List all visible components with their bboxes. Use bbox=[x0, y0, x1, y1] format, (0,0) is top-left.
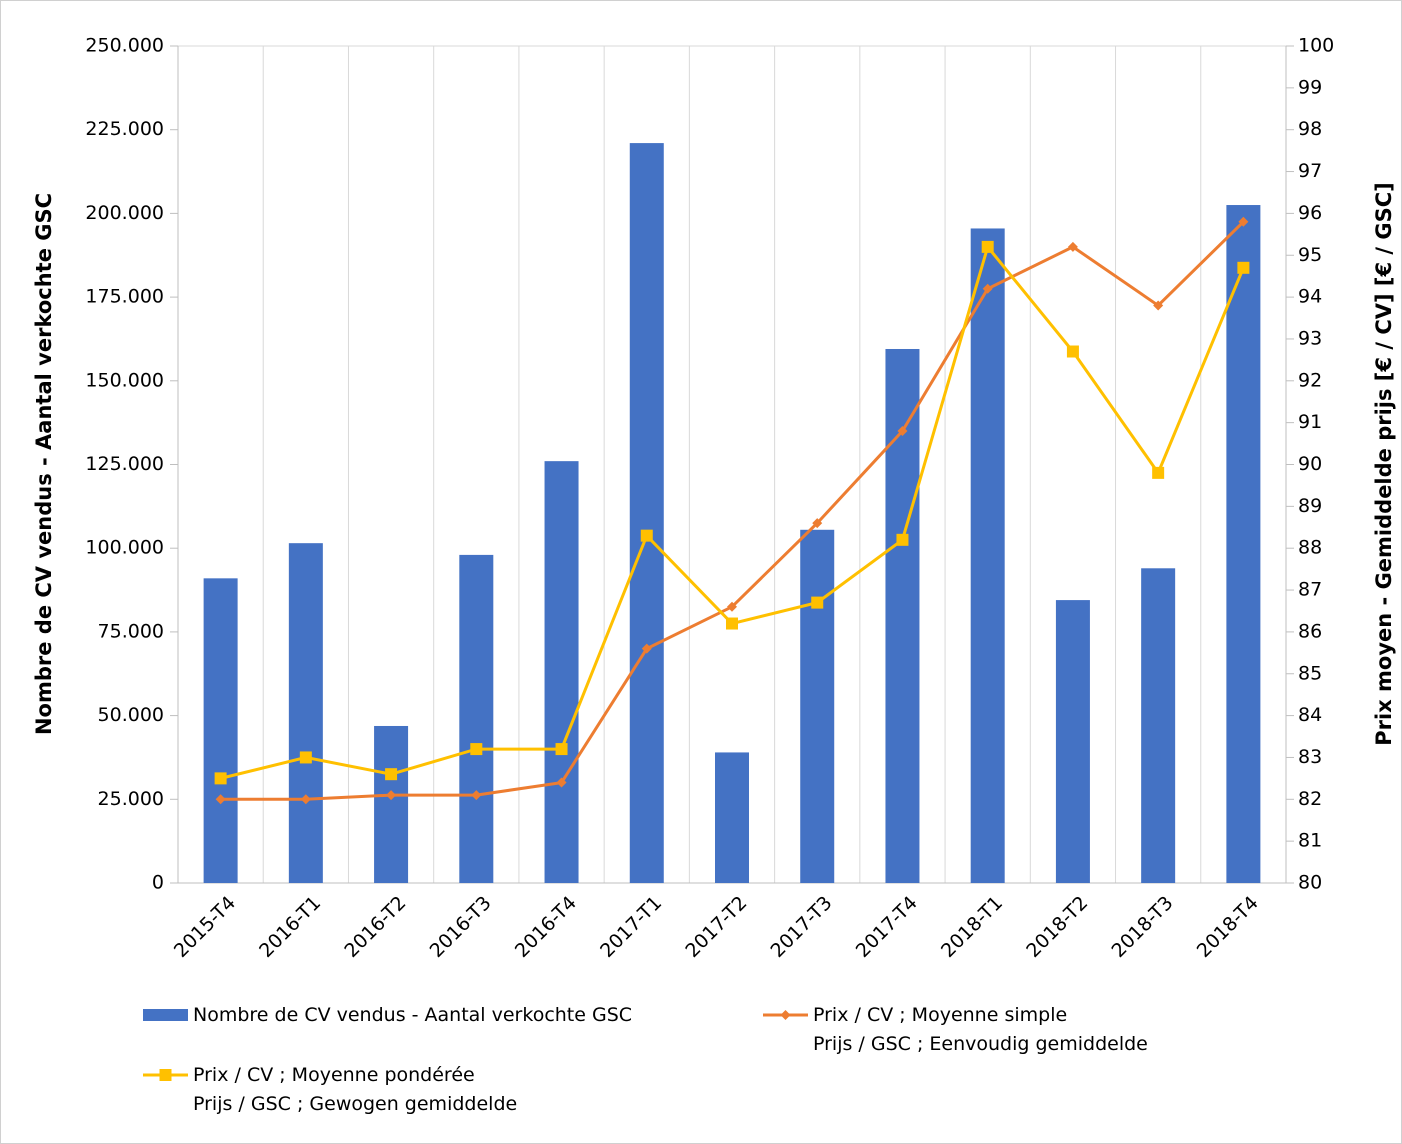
bar bbox=[459, 554, 494, 883]
marker bbox=[982, 283, 993, 294]
x-tick-label: 2016-T3 bbox=[426, 892, 496, 962]
y2-tick-label: 86 bbox=[1298, 620, 1322, 642]
y-tick-label: 175.000 bbox=[85, 286, 164, 308]
x-tick-label: 2016-T1 bbox=[255, 892, 325, 962]
marker bbox=[299, 751, 312, 764]
y-tick-label: 225.000 bbox=[85, 118, 164, 140]
bar bbox=[1141, 568, 1176, 883]
bar bbox=[1226, 205, 1261, 883]
marker bbox=[470, 743, 483, 756]
legend-label: Prix / CV ; Moyenne simple Prijs / GSC ;… bbox=[813, 1004, 1148, 1055]
y-tick-label: 50.000 bbox=[98, 704, 164, 726]
bar bbox=[203, 578, 238, 883]
line bbox=[220, 243, 1245, 780]
legend-label: Prix / CV ; Moyenne pondérée Prijs / GSC… bbox=[193, 1064, 518, 1115]
line bbox=[220, 220, 1245, 801]
y-tick-label: 125.000 bbox=[85, 453, 164, 475]
y-tick-label: 250.000 bbox=[85, 35, 164, 57]
y2-tick-label: 94 bbox=[1298, 286, 1322, 308]
marker bbox=[981, 240, 994, 253]
marker bbox=[726, 617, 738, 630]
marker bbox=[1066, 345, 1079, 358]
y2-tick-label: 92 bbox=[1298, 369, 1322, 391]
x-tick-label: 2018-T4 bbox=[1193, 892, 1263, 962]
x-tick-label: 2018-T3 bbox=[1107, 892, 1177, 962]
legend-marker bbox=[780, 1010, 791, 1020]
y2-tick-label: 85 bbox=[1298, 662, 1322, 684]
marker bbox=[641, 643, 652, 654]
y2-tick-label: 91 bbox=[1298, 411, 1322, 433]
marker bbox=[897, 426, 908, 437]
marker bbox=[386, 790, 397, 801]
y2-tick-label: 95 bbox=[1298, 244, 1322, 266]
legend-swatch bbox=[143, 1009, 188, 1021]
marker bbox=[811, 596, 824, 609]
y2-tick-label: 93 bbox=[1298, 327, 1322, 349]
x-tick-label: 2016-T2 bbox=[340, 892, 410, 962]
y2-tick-label: 96 bbox=[1298, 202, 1322, 224]
x-tick-label: 2015-T4 bbox=[170, 892, 240, 962]
marker bbox=[812, 518, 823, 529]
bar bbox=[288, 543, 323, 883]
y2-tick-label: 81 bbox=[1298, 830, 1322, 852]
marker bbox=[215, 794, 226, 805]
y2-tick-label: 90 bbox=[1298, 453, 1322, 475]
y-tick-label: 25.000 bbox=[98, 788, 164, 810]
marker bbox=[300, 794, 311, 805]
bar bbox=[885, 348, 920, 883]
x-tick-label: 2017-T3 bbox=[767, 892, 837, 962]
bar bbox=[1055, 600, 1090, 883]
legend-label: Nombre de CV vendus - Aantal verkochte G… bbox=[193, 1004, 633, 1026]
bar bbox=[374, 725, 409, 883]
y-tick-label: 100.000 bbox=[85, 537, 164, 559]
marker bbox=[1238, 216, 1249, 227]
y2-tick-label: 97 bbox=[1298, 160, 1322, 182]
y2-tick-label: 82 bbox=[1298, 788, 1322, 810]
x-tick-label: 2017-T2 bbox=[681, 892, 751, 962]
x-tick-label: 2017-T4 bbox=[852, 892, 922, 962]
y2-axis-title: Prix moyen - Gemiddelde prijs [€ / CV] [… bbox=[1372, 182, 1396, 746]
y-tick-label: 200.000 bbox=[85, 202, 164, 224]
y2-tick-label: 80 bbox=[1298, 872, 1322, 894]
y2-tick-label: 100 bbox=[1298, 35, 1334, 57]
y-tick-label: 150.000 bbox=[85, 369, 164, 391]
x-tick-label: 2018-T1 bbox=[937, 892, 1007, 962]
x-tick-label: 2016-T4 bbox=[511, 892, 581, 962]
y2-tick-label: 84 bbox=[1298, 704, 1322, 726]
x-tick-label: 2018-T2 bbox=[1022, 892, 1092, 962]
bar bbox=[970, 228, 1005, 883]
y2-tick-label: 87 bbox=[1298, 579, 1322, 601]
y2-tick-label: 99 bbox=[1298, 76, 1322, 98]
y2-tick-label: 89 bbox=[1298, 495, 1322, 517]
bar bbox=[715, 752, 749, 883]
y2-tick-label: 98 bbox=[1298, 118, 1322, 140]
marker bbox=[214, 772, 227, 785]
y-tick-label: 75.000 bbox=[98, 620, 164, 642]
bar bbox=[629, 143, 664, 884]
marker bbox=[640, 529, 653, 542]
marker bbox=[1153, 300, 1164, 311]
marker bbox=[727, 601, 737, 612]
marker bbox=[1237, 261, 1250, 274]
x-tick-label: 2017-T1 bbox=[596, 892, 666, 962]
bar bbox=[544, 461, 579, 883]
y2-tick-label: 83 bbox=[1298, 746, 1322, 768]
marker bbox=[385, 768, 398, 781]
y-tick-label: 0 bbox=[152, 872, 164, 894]
bar bbox=[800, 529, 835, 883]
y2-tick-label: 88 bbox=[1298, 537, 1322, 559]
marker bbox=[1152, 466, 1165, 479]
marker bbox=[555, 743, 568, 756]
y-axis-title: Nombre de CV vendus - Aantal verkochte G… bbox=[32, 193, 56, 735]
marker bbox=[896, 533, 909, 546]
marker bbox=[556, 777, 567, 788]
legend-marker bbox=[159, 1069, 172, 1081]
marker bbox=[1067, 241, 1078, 252]
marker bbox=[471, 790, 482, 801]
